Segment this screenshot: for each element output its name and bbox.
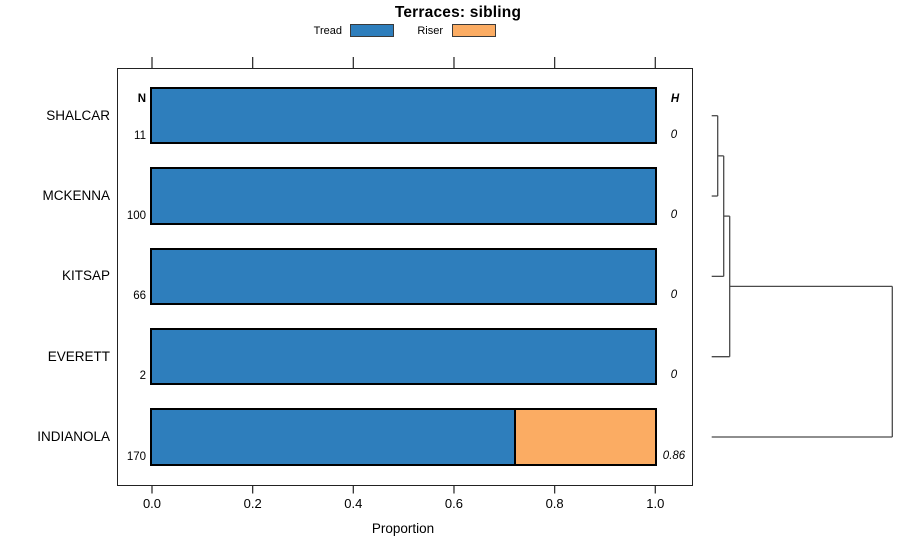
bar: [150, 327, 658, 386]
bar-segment-tread: [152, 410, 515, 464]
bar-segment-tread: [152, 169, 656, 223]
h-value: 0: [670, 128, 678, 141]
n-value: 11: [134, 129, 146, 142]
category-label: INDIANOLA: [37, 429, 110, 445]
plot-area: [117, 68, 693, 486]
bar-segment-riser: [514, 410, 656, 464]
x-tick-label: 1.0: [646, 496, 665, 511]
legend-swatch-tread: [350, 24, 394, 37]
x-tick-label: 0.4: [344, 496, 363, 511]
bar: [150, 86, 658, 145]
bar-segment-tread: [152, 329, 656, 384]
bar: [150, 408, 658, 466]
n-value: 100: [126, 209, 146, 222]
h-value: 0: [670, 289, 678, 302]
bar-segment-tread: [152, 88, 656, 143]
n-value: 2: [139, 370, 146, 383]
h-value: 0: [670, 369, 678, 382]
bar: [150, 167, 658, 225]
h-column-header: H: [670, 93, 680, 105]
n-value: 170: [126, 450, 146, 463]
h-value: 0: [670, 208, 678, 221]
h-value: 0.86: [662, 449, 686, 462]
category-label: EVERETT: [47, 348, 110, 364]
category-label: SHALCAR: [46, 107, 110, 123]
x-tick-label: 0.0: [142, 496, 162, 511]
category-label: KITSAP: [61, 268, 110, 284]
x-tick-label: 0.2: [243, 496, 262, 511]
bar: [150, 247, 658, 306]
x-tick-label: 0.6: [444, 496, 463, 511]
n-value: 66: [133, 290, 146, 303]
n-column-header: N: [137, 93, 146, 105]
legend-swatch-riser: [452, 24, 496, 37]
category-label: MCKENNA: [42, 188, 110, 204]
x-tick-label: 0.8: [545, 496, 564, 511]
legend-label-riser: Riser: [417, 25, 443, 37]
x-axis-title: Proportion: [371, 521, 435, 536]
bar-segment-tread: [152, 249, 656, 304]
chart-title: Terraces: sibling: [394, 4, 522, 21]
legend-label-tread: Tread: [313, 25, 342, 37]
